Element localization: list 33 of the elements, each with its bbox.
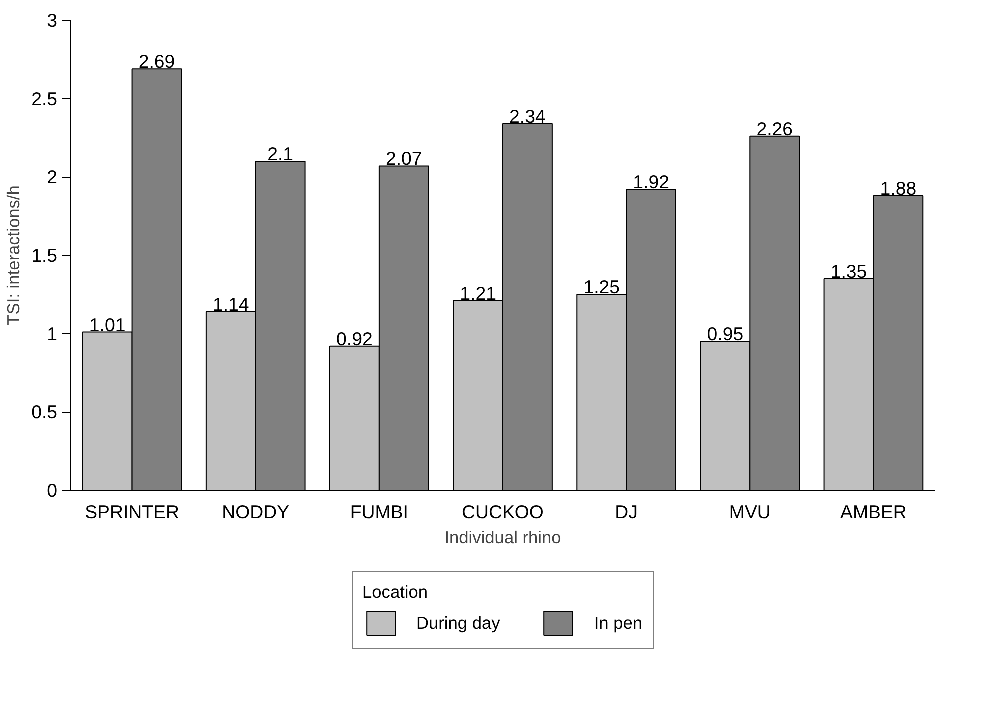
data-label: 1.88 [880, 178, 917, 199]
y-tick-label: 0 [47, 480, 58, 501]
data-label: 1.35 [830, 261, 868, 282]
x-tick-label: CUCKOO [462, 502, 544, 522]
data-label: 1.01 [89, 314, 126, 336]
y-tick-label: 2.5 [32, 88, 58, 110]
y-tick-label: 2 [47, 166, 58, 188]
x-tick-label: NODDY [222, 502, 290, 522]
y-tick-label: 0.5 [32, 402, 58, 423]
legend-label: During day [416, 612, 500, 634]
data-label: 1.21 [460, 282, 496, 304]
data-label: 2.1 [268, 144, 294, 164]
data-label: 2.07 [386, 148, 422, 170]
data-label: 2.34 [510, 106, 546, 127]
y-axis-title: TSI: interactions/h [4, 186, 24, 326]
y-tick-label: 1 [47, 323, 58, 344]
x-tick-label: MVU [729, 502, 771, 522]
x-tick-label: DJ [615, 502, 638, 522]
data-label: 1.92 [633, 172, 670, 193]
x-axis-title: Individual rhino [444, 528, 562, 548]
x-tick-label: FUMBI [350, 502, 408, 522]
data-label: 2.69 [138, 51, 176, 72]
data-label: 1.25 [584, 276, 620, 298]
x-tick-label: SPRINTER [85, 502, 180, 522]
legend-label: In pen [594, 612, 642, 634]
data-label: 1.14 [212, 294, 250, 315]
y-tick-label: 1.5 [32, 245, 58, 266]
legend-title: Location [362, 582, 430, 603]
data-label: 0.95 [707, 324, 744, 345]
x-tick-label: AMBER [840, 502, 907, 522]
y-tick-label: 3 [47, 10, 58, 31]
data-label: 0.92 [336, 328, 373, 350]
data-label: 2.26 [756, 118, 794, 140]
